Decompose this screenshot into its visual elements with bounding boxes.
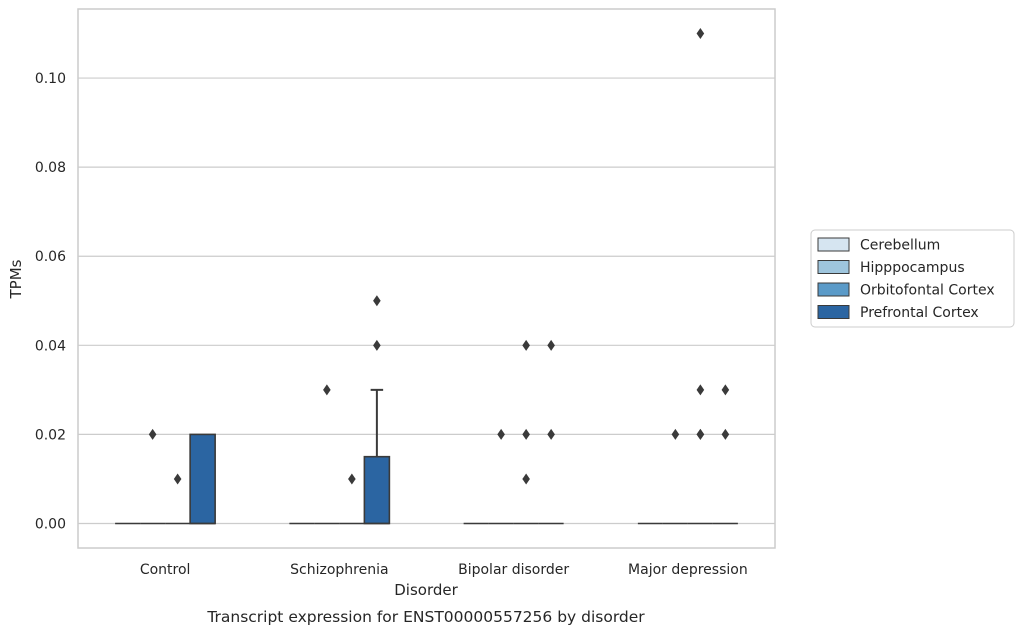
outlier-point bbox=[696, 428, 705, 440]
box-1-3 bbox=[662, 428, 688, 525]
box-3-1 bbox=[363, 295, 391, 525]
legend-label: Orbitofontal Cortex bbox=[860, 283, 995, 299]
legend-swatch bbox=[817, 305, 850, 319]
x-tick-label: Schizophrenia bbox=[290, 562, 388, 578]
box-1-1 bbox=[314, 384, 340, 525]
legend: Cerebellum Hipppocampus Orbitofontal Corte… bbox=[810, 229, 1015, 328]
outlier-point bbox=[148, 428, 157, 440]
box-1-0 bbox=[140, 428, 166, 525]
x-axis-label: Disorder bbox=[394, 581, 458, 599]
outlier-point bbox=[547, 339, 555, 351]
outlier-point bbox=[696, 28, 705, 39]
legend-swatch bbox=[817, 282, 850, 297]
box-3-0 bbox=[189, 433, 216, 525]
outlier-point bbox=[696, 384, 705, 396]
plot-frame bbox=[77, 8, 776, 549]
y-tick-label: 0.00 bbox=[35, 517, 66, 533]
box-1-2 bbox=[488, 428, 514, 525]
outlier-point bbox=[348, 473, 356, 485]
x-tick-label: Bipolar disorder bbox=[458, 562, 569, 578]
outlier-point bbox=[721, 384, 730, 396]
y-axis-label: TPMs bbox=[7, 259, 25, 299]
box-2-1 bbox=[339, 473, 365, 525]
outlier-point bbox=[497, 428, 505, 440]
legend-frame bbox=[810, 229, 1015, 328]
chart-caption: Transcript expression for ENST0000055725… bbox=[206, 608, 645, 626]
box bbox=[363, 455, 391, 525]
box-2-2 bbox=[513, 339, 539, 525]
legend-swatch bbox=[817, 260, 850, 274]
y-tick-label: 0.08 bbox=[35, 160, 66, 176]
box-2-3 bbox=[687, 28, 713, 525]
outlier-point bbox=[323, 384, 331, 396]
outlier-point bbox=[173, 473, 182, 485]
outlier-point bbox=[522, 473, 530, 485]
legend-label: Hipppocampus bbox=[860, 260, 965, 276]
x-tick-label: Major depression bbox=[628, 562, 748, 578]
legend-label: Prefrontal Cortex bbox=[860, 305, 979, 321]
legend-swatch bbox=[817, 237, 850, 252]
y-axis-ticks: 0.00 0.02 0.04 0.06 0.08 0.10 bbox=[35, 71, 66, 532]
outlier-point bbox=[522, 339, 530, 351]
y-tick-label: 0.10 bbox=[35, 71, 66, 87]
box-3-3 bbox=[712, 384, 738, 525]
x-axis-ticks: Control Schizophrenia Bipolar disorder Majo… bbox=[140, 562, 748, 578]
outlier-point bbox=[373, 295, 381, 307]
y-tick-label: 0.04 bbox=[35, 338, 66, 354]
box-3-2 bbox=[538, 339, 564, 525]
outlier-point bbox=[547, 428, 555, 440]
box-layer bbox=[115, 28, 738, 525]
x-tick-label: Control bbox=[140, 562, 191, 578]
gridlines bbox=[78, 77, 775, 525]
legend-label: Cerebellum bbox=[860, 238, 940, 254]
y-tick-label: 0.02 bbox=[35, 427, 66, 443]
outlier-point bbox=[671, 428, 680, 440]
box-2-0 bbox=[165, 473, 191, 525]
box bbox=[189, 433, 216, 525]
y-tick-label: 0.06 bbox=[35, 249, 66, 265]
outlier-point bbox=[373, 339, 381, 351]
outlier-point bbox=[522, 428, 530, 440]
outlier-point bbox=[721, 428, 730, 440]
